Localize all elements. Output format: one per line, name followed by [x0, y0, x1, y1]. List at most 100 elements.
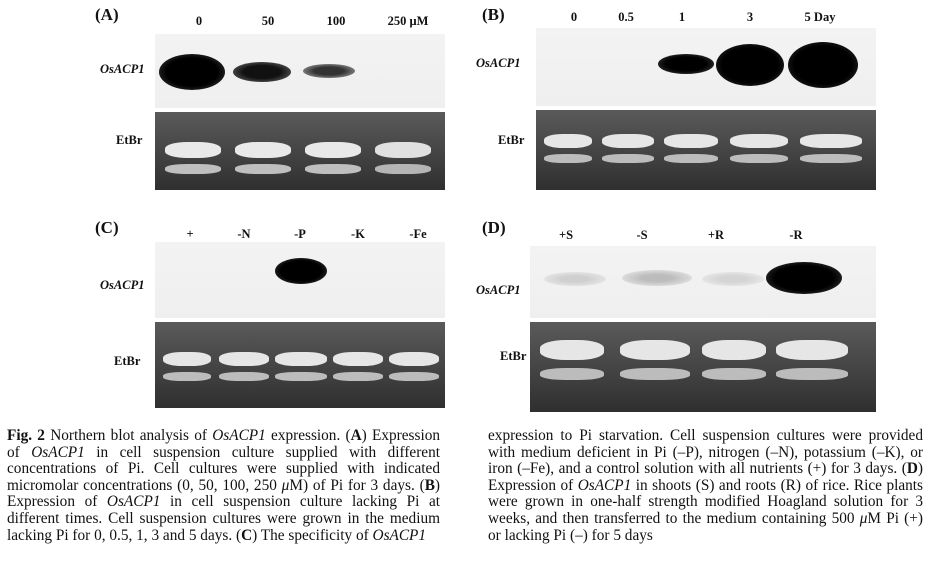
lane-label: -K: [351, 227, 365, 241]
rrna-band: [544, 154, 592, 163]
caption-text-run: M) of Pi for 3 days. (: [289, 476, 425, 494]
caption-text-run: OsACP1: [212, 427, 266, 444]
stain-label: EtBr: [114, 354, 141, 368]
rrna-band: [389, 352, 439, 366]
rrna-band: [620, 368, 690, 380]
etbr-gel: [155, 322, 445, 408]
stain-label: EtBr: [500, 349, 527, 363]
hybridization-band: [716, 44, 784, 86]
lane-label: 0: [195, 14, 203, 28]
caption-text-run: OsACP1: [577, 476, 632, 494]
caption-text-run: D: [906, 460, 918, 478]
lane-label: 100: [326, 14, 346, 28]
rrna-band: [602, 134, 654, 148]
lane-label: -P: [294, 227, 306, 241]
etbr-gel: [155, 112, 445, 190]
caption-text-run: OsACP1: [372, 526, 427, 544]
panel-label: (C): [95, 218, 119, 237]
lane-label: +R: [707, 228, 725, 242]
rrna-band: [800, 134, 862, 148]
panel-c: (C) + -N -P -K -Fe OsACP1 EtBr: [0, 210, 450, 410]
rrna-band: [702, 368, 766, 380]
panel-d: (D) +S -S +R -R OsACP1 EtBr: [460, 210, 930, 412]
rrna-band: [235, 164, 291, 174]
lane-label: 3: [746, 10, 754, 24]
rrna-band: [730, 134, 788, 148]
caption-text-run: B: [424, 476, 435, 494]
caption-text-run: Northern blot analysis of: [44, 427, 213, 444]
hybridization-band: [788, 42, 858, 88]
caption-text-run: C: [241, 526, 253, 544]
hybridization-band: [702, 272, 764, 286]
etbr-gel: [536, 110, 876, 190]
caption-text-run: ) Expression of: [488, 460, 923, 494]
rrna-band: [219, 372, 269, 381]
hybridization-band: [766, 262, 842, 294]
rrna-band: [602, 154, 654, 163]
gene-label: OsACP1: [476, 283, 521, 297]
northern-blot: [155, 242, 445, 318]
lane-label: -R: [789, 228, 803, 242]
hybridization-band: [544, 272, 606, 286]
hybridization-band: [275, 258, 327, 284]
rrna-band: [275, 372, 327, 381]
rrna-band: [219, 352, 269, 366]
lane-label: +: [186, 227, 194, 241]
rrna-band: [333, 372, 383, 381]
lane-label: -N: [237, 227, 251, 241]
rrna-band: [375, 164, 431, 174]
caption-paragraph: expression to Pi starvation. Cell suspen…: [488, 427, 923, 544]
caption-text-run: M Pi (+) or lacking Pi (–) for 5 days: [488, 509, 923, 544]
lane-label: 0.5: [618, 10, 634, 24]
caption-text-run: in cell suspension culture supplied with…: [7, 443, 440, 494]
rrna-band: [305, 142, 361, 158]
rrna-band: [165, 142, 221, 158]
rrna-band: [375, 142, 431, 158]
rrna-band: [333, 352, 383, 366]
caption-text-run: in cell suspension culture lacking Pi at…: [7, 493, 440, 544]
gene-label: OsACP1: [100, 278, 145, 292]
hybridization-band: [233, 62, 291, 82]
rrna-band: [664, 134, 718, 148]
rrna-band: [305, 164, 361, 174]
lane-label: +S: [558, 228, 574, 242]
hybridization-band: [159, 54, 225, 90]
rrna-band: [235, 142, 291, 158]
panel-label: (D): [482, 218, 506, 237]
panel-label: (A): [95, 5, 119, 24]
rrna-band: [730, 154, 788, 163]
caption-text-run: OsACP1: [31, 443, 85, 461]
rrna-band: [776, 340, 848, 360]
northern-blot: [155, 34, 445, 108]
rrna-band: [540, 368, 604, 380]
rrna-band: [620, 340, 690, 360]
rrna-band: [544, 134, 592, 148]
lane-label: 1: [678, 10, 686, 24]
gene-label: OsACP1: [100, 62, 145, 76]
panel-b: (B) 0 0.5 1 3 5 Day OsACP1 EtBr: [460, 0, 930, 200]
lane-label: 0: [570, 10, 578, 24]
rrna-band: [165, 164, 221, 174]
caption-text-run: ) The specificity of: [252, 526, 373, 544]
figure-caption-left: Fig. 2 Northern blot analysis of OsACP1 …: [7, 427, 440, 544]
northern-blot: [536, 28, 876, 106]
lane-label: -S: [636, 228, 648, 242]
caption-text-run: in shoots (S) and roots (R) of rice. Ric…: [488, 476, 923, 527]
panel-a: (A) 0 50 100 250 μM OsACP1 EtBr: [0, 0, 450, 200]
caption-text-run: expression to Pi starvation. Cell suspen…: [488, 427, 923, 478]
panel-label: (B): [482, 5, 505, 24]
hybridization-band: [303, 64, 355, 78]
northern-blot: [530, 246, 876, 318]
caption-text-run: expression. (: [265, 427, 351, 444]
lane-label: 250 μM: [387, 14, 429, 28]
etbr-gel: [530, 322, 876, 412]
rrna-band: [702, 340, 766, 360]
lane-label: 50: [261, 14, 275, 28]
rrna-band: [163, 372, 211, 381]
lane-label: -Fe: [409, 227, 427, 241]
rrna-band: [389, 372, 439, 381]
lane-label: 5 Day: [804, 10, 836, 24]
rrna-band: [664, 154, 718, 163]
caption-text-run: OsACP1: [106, 493, 161, 511]
rrna-band: [275, 352, 327, 366]
